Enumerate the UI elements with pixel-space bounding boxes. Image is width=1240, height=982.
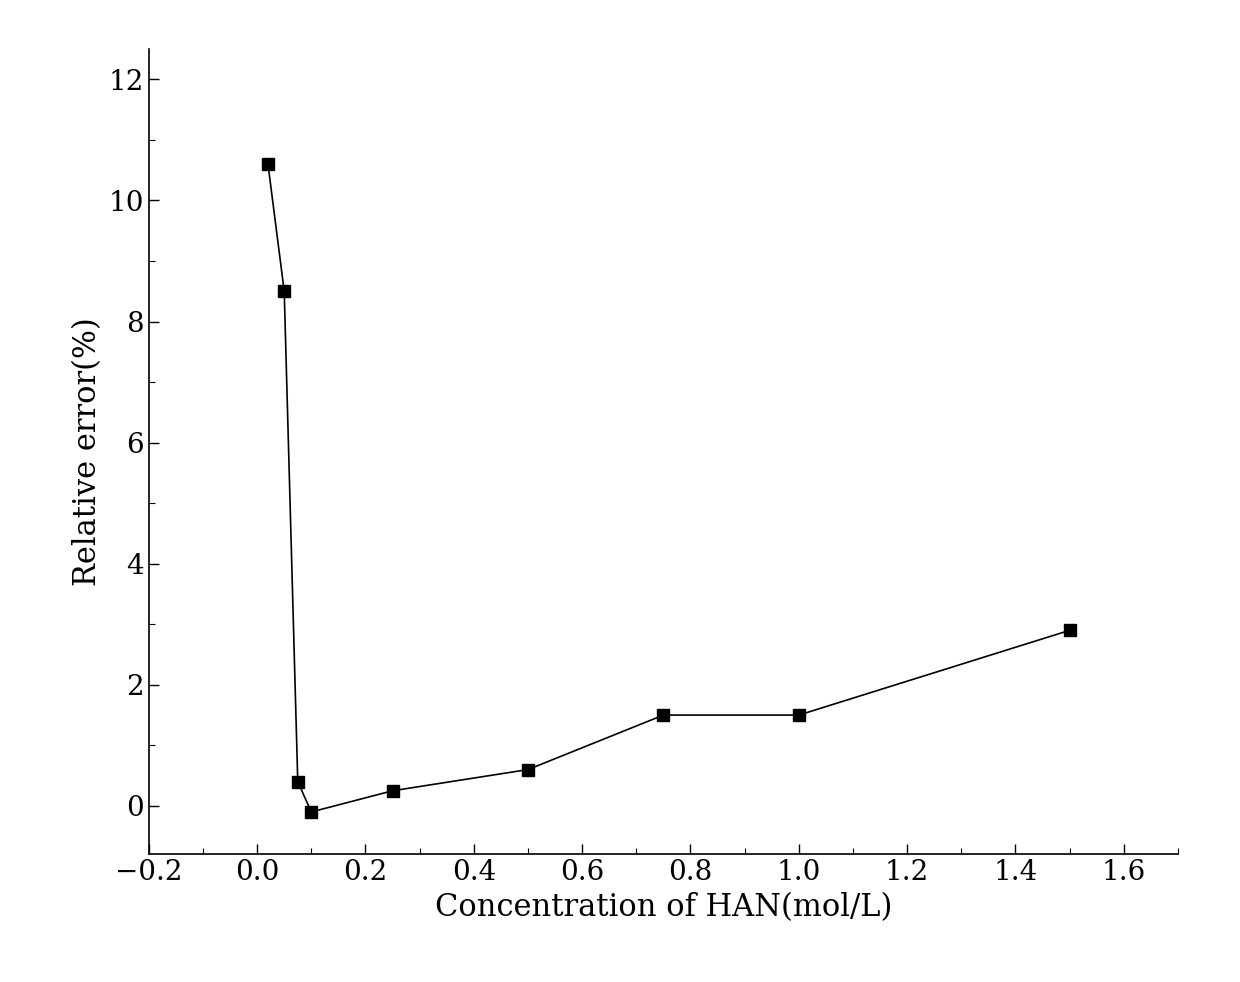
X-axis label: Concentration of HAN(mol/L): Concentration of HAN(mol/L) [435,892,892,923]
Y-axis label: Relative error(%): Relative error(%) [72,317,103,586]
